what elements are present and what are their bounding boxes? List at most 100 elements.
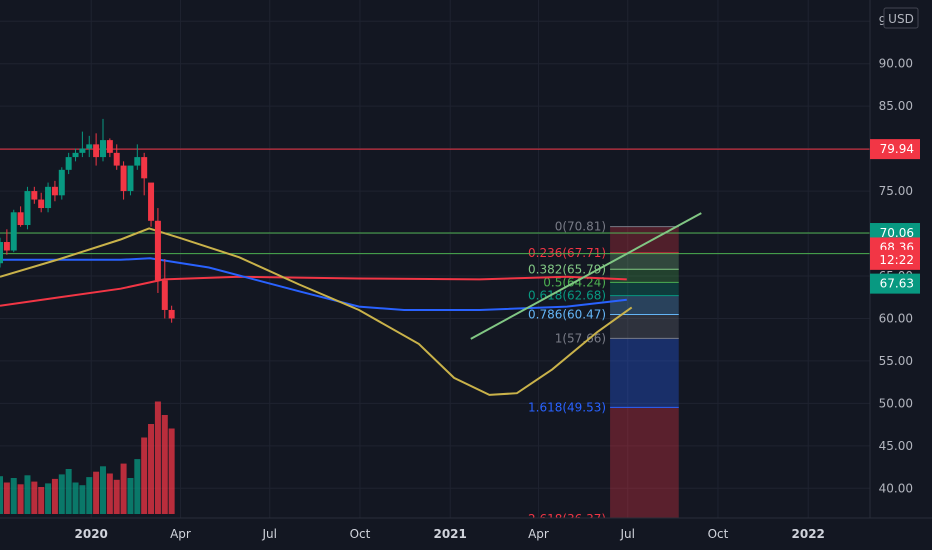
candle-body <box>31 191 38 200</box>
candle-body <box>120 165 127 192</box>
volume-bar <box>38 487 45 514</box>
currency-label: USD <box>888 12 914 26</box>
moving-averages <box>0 227 633 396</box>
time-tick-label: Oct <box>708 527 729 541</box>
currency-box[interactable] <box>883 7 919 29</box>
fibonacci-retracement[interactable]: 0(70.81)0.236(67.71)0.382(65.79)0.5(64.2… <box>528 220 679 526</box>
candle-body <box>17 212 24 226</box>
price-badge <box>870 273 920 294</box>
volume-bar <box>93 471 100 514</box>
moving-average-line <box>0 275 627 307</box>
fib-level-label: 0.618(62.68) <box>528 289 606 303</box>
candle-body <box>86 144 93 149</box>
candle-body <box>93 144 100 158</box>
candle-body <box>72 152 79 158</box>
price-tick-label: 60.00 <box>879 311 913 325</box>
volume-bar <box>10 478 17 514</box>
volume-bar <box>65 469 72 514</box>
price-tick-label: 90.00 <box>879 57 913 71</box>
candle-body <box>127 165 134 192</box>
candle-body <box>168 309 175 319</box>
volume-bar <box>58 474 65 514</box>
fib-level-label: 0.786(60.47) <box>528 307 606 321</box>
fib-zone <box>610 407 679 520</box>
fib-level-label: 0.382(65.79) <box>528 262 606 276</box>
volume-bar <box>72 482 79 514</box>
candle-body <box>65 157 72 170</box>
volume-bars <box>0 401 175 514</box>
price-tick-label: 50.00 <box>879 396 913 410</box>
volume-bar <box>148 424 155 514</box>
volume-bar <box>24 475 31 514</box>
candle-body <box>0 242 3 264</box>
candle-body <box>79 148 86 153</box>
time-tick-label: 2021 <box>433 527 466 541</box>
time-tick-label: 2020 <box>75 527 108 541</box>
candle-body <box>51 186 58 196</box>
fib-zone <box>610 282 679 296</box>
volume-bar <box>161 415 168 514</box>
price-tick-label: 55.00 <box>879 354 913 368</box>
volume-bar <box>127 478 134 514</box>
price-badge-label: 79.94 <box>880 142 914 156</box>
time-axis-panel[interactable] <box>0 518 932 550</box>
time-tick-label: Apr <box>170 527 191 541</box>
fib-level-label: 0.236(67.71) <box>528 246 606 260</box>
volume-bar <box>31 481 38 514</box>
price-badge-label: 67.63 <box>880 277 914 291</box>
candle-body <box>161 280 168 310</box>
volume-bar <box>106 473 113 514</box>
volume-bar <box>17 484 24 514</box>
price-tick-label: 45.00 <box>879 439 913 453</box>
fib-zone <box>610 252 679 270</box>
candle-body <box>3 242 10 251</box>
price-tick-label: 40.00 <box>879 481 913 495</box>
fib-level-label: 1.618(49.53) <box>528 400 606 414</box>
volume-bar <box>154 401 161 514</box>
time-axis: 2020 Apr Jul Oct 2021 Apr Jul Oct 2022 <box>75 527 825 541</box>
price-badge-label: 12:22 <box>879 253 914 267</box>
candle-body <box>113 152 120 166</box>
candles <box>0 118 175 323</box>
volume-bar <box>99 466 106 514</box>
candle-body <box>24 191 31 226</box>
volume-bar <box>79 485 86 514</box>
trendline[interactable] <box>470 212 702 340</box>
moving-average-line <box>0 227 633 396</box>
time-tick-label: Jul <box>261 527 276 541</box>
price-badge <box>870 139 920 160</box>
price-badge-label: 70.06 <box>880 226 914 240</box>
volume-bar <box>134 459 141 514</box>
price-tick-label: 85.00 <box>879 99 913 113</box>
fib-zone <box>610 295 679 315</box>
candle-body <box>58 169 65 196</box>
candle-body <box>106 140 113 153</box>
candle-body <box>10 212 17 251</box>
candle-body <box>141 157 148 179</box>
volume-bar <box>3 482 10 514</box>
volume-bar <box>120 463 127 514</box>
trendline-line[interactable] <box>470 212 702 340</box>
volume-bar <box>168 428 175 514</box>
fib-level-label: 0(70.81) <box>555 220 606 234</box>
fib-zone <box>610 338 679 408</box>
candle-body <box>134 157 141 166</box>
grid <box>0 0 870 518</box>
candle-body <box>148 182 155 221</box>
fib-zone <box>610 314 679 339</box>
candle-body <box>154 220 161 281</box>
time-tick-label: Jul <box>619 527 634 541</box>
volume-bar <box>45 483 52 514</box>
volume-bar <box>113 479 120 514</box>
volume-bar <box>141 437 148 514</box>
time-tick-label: Apr <box>528 527 549 541</box>
time-tick-label: 2022 <box>792 527 825 541</box>
price-badge <box>870 249 920 270</box>
horizontal-lines[interactable] <box>0 148 870 255</box>
fib-zone <box>610 269 679 283</box>
volume-bar <box>0 476 3 514</box>
volume-bar <box>51 478 58 514</box>
moving-average-line <box>0 257 627 311</box>
